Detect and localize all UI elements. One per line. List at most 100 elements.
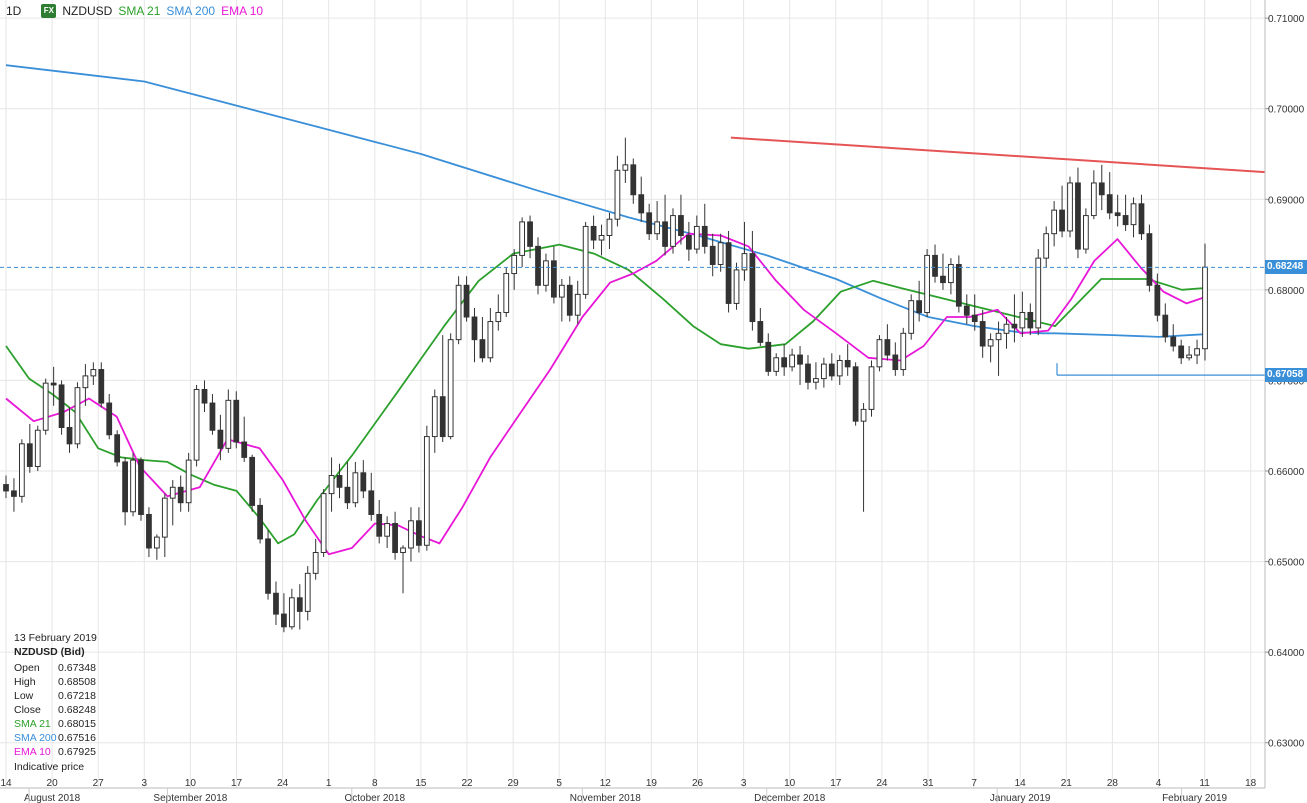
indicator-ema10-label[interactable]: EMA 10 [221,4,264,18]
info-row-ema10: EMA 10 0.67925 [14,745,97,759]
indicator-lines [5,64,1206,556]
candle-up [670,215,676,247]
candle-down [932,254,938,277]
info-row-open: Open 0.67348 [14,661,97,675]
candle-down [1027,311,1034,329]
ohlc-info-panel: 13 February 2019 NZDUSD (Bid) Open 0.6734… [14,631,97,774]
candle-down [360,472,367,492]
candle-up [836,359,843,377]
x-tick-label: 24 [876,778,888,789]
candle-up [495,311,502,323]
candle-up [431,396,438,438]
candle-up [1083,215,1089,250]
candle-up [130,459,136,513]
candle-up [733,269,740,304]
symbol-label[interactable]: NZDUSD [62,4,113,18]
candle-down [638,194,645,214]
candle-up [654,221,660,235]
candle-down [249,456,256,506]
x-month-label: January 2019 [990,793,1051,803]
candle-up [614,169,621,220]
x-month-label: December 2018 [754,793,826,803]
candle-down [979,321,986,347]
candle-down [416,520,422,546]
candle-down [1075,182,1081,250]
info-instrument: NZDUSD (Bid) [14,646,85,658]
candle-up [90,369,97,377]
candle-down [241,441,248,458]
x-tick-label: 21 [1061,778,1073,789]
candle-down [471,316,478,341]
info-row-high: High 0.68508 [14,675,97,689]
candle-down [11,490,17,497]
candle-up [1067,182,1073,232]
info-value: 0.67925 [58,746,96,758]
candle-down [1162,314,1169,338]
candle-up [82,375,89,389]
x-month-label: October 2018 [344,793,405,803]
x-tick-label: 3 [142,778,148,789]
timeframe-label[interactable]: 1D [6,4,22,18]
candle-up [1194,348,1200,356]
candle-up [908,300,915,334]
candle-up [185,459,192,504]
candlesticks [3,137,1208,633]
grid-lines [0,0,1265,788]
x-tick-label: 26 [692,778,704,789]
candle-down [852,366,859,422]
candle-down [590,225,597,241]
info-key: SMA 200 [14,732,57,744]
sma21-line [5,243,1206,545]
candle-down [1011,323,1018,329]
candle-down [884,339,891,356]
y-tick-label: 0.66000 [1268,467,1305,478]
candle-down [749,253,756,323]
candle-up [352,472,359,504]
candle-up [408,520,414,549]
x-tick-label: 10 [185,778,197,789]
candle-up [328,475,335,495]
candle-up [42,382,49,431]
candle-down [662,221,668,247]
candle-up [455,284,462,341]
y-tick-label: 0.63000 [1268,739,1305,750]
time-axis: 14 20 27 3 10 17 24 1 8 15 22 29 5 12 19 26 3 10 17 24 31 7 14… [0,778,1265,803]
indicator-sma200-label[interactable]: SMA 200 [166,4,216,18]
y-tick-label: 0.65000 [1268,558,1305,569]
candle-up [582,225,589,295]
candle-down [1098,182,1105,196]
x-tick-label: 17 [231,778,243,789]
info-value: 0.68015 [58,718,96,730]
candle-up [868,366,875,410]
candle-up [606,218,613,236]
candle-down [844,359,851,368]
candle-down [646,212,653,235]
candle-down [50,382,57,386]
candle-up [574,293,581,316]
candle-down [1154,284,1161,316]
candle-down [98,369,105,404]
candle-down [273,592,279,615]
fx-icon: FX [41,4,57,18]
candle-down [630,164,637,196]
x-tick-label: 10 [784,778,796,789]
candle-up [320,493,327,554]
x-tick-label: 22 [461,778,473,789]
current-price-badge: 0.68248 [1265,260,1307,275]
candle-down [963,305,970,316]
info-key: Open [14,662,40,674]
x-month-label: November 2018 [570,793,642,803]
candle-up [511,254,518,275]
indicator-sma21-label[interactable]: SMA 21 [118,4,161,18]
candle-down [1106,194,1113,214]
candle-down [955,263,962,307]
candle-up [1003,323,1010,334]
candle-up [789,354,795,368]
candle-down [146,513,152,549]
candle-up [773,357,780,372]
candle-up [1186,354,1193,359]
candle-down [26,443,33,467]
y-tick-label: 0.64000 [1268,648,1305,659]
y-tick-label: 0.70000 [1268,105,1305,116]
